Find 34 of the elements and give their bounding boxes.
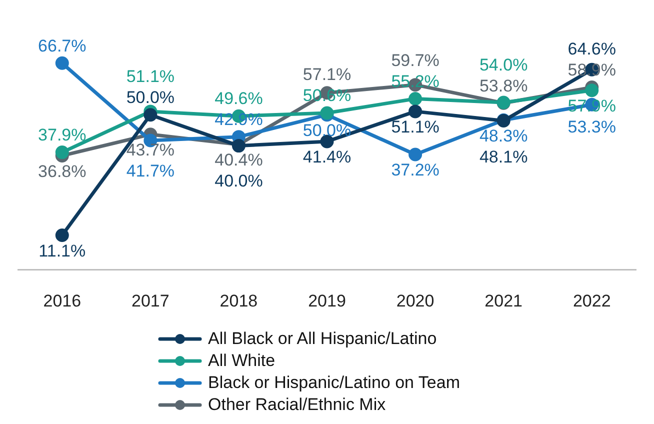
legend-label: All Black or All Hispanic/Latino bbox=[208, 329, 437, 349]
data-label: 50.0% bbox=[302, 121, 352, 140]
data-label: 53.8% bbox=[479, 76, 528, 96]
data-label: 51.1% bbox=[126, 67, 175, 86]
data-label: 53.3% bbox=[568, 118, 616, 137]
x-tick-label: 2016 bbox=[43, 291, 82, 310]
data-label: 64.6% bbox=[568, 39, 616, 58]
data-label: 41.4% bbox=[302, 148, 352, 167]
data-label: 36.8% bbox=[38, 162, 86, 181]
x-tick-label: 2018 bbox=[220, 291, 258, 310]
data-label: 41.7% bbox=[126, 162, 175, 181]
data-label: 11.1% bbox=[38, 241, 86, 260]
data-label: 37.9% bbox=[38, 125, 86, 144]
data-label: 49.6% bbox=[214, 89, 263, 108]
data-label: 66.7% bbox=[38, 36, 86, 56]
legend-label: All White bbox=[208, 351, 276, 371]
x-tick-label: 2017 bbox=[132, 291, 170, 310]
x-tick-label: 2021 bbox=[484, 291, 522, 310]
data-label: 59.7% bbox=[391, 50, 440, 70]
data-label: 40.0% bbox=[214, 172, 263, 191]
data-label: 37.2% bbox=[391, 160, 440, 180]
data-label: 57.1% bbox=[302, 65, 352, 84]
legend-label: Black or Hispanic/Latino on Team bbox=[208, 373, 460, 393]
data-label: 50.0% bbox=[126, 88, 175, 108]
x-tick-label: 2020 bbox=[396, 291, 434, 310]
data-label: 51.1% bbox=[391, 118, 440, 137]
data-label: 48.3% bbox=[479, 126, 528, 146]
data-label: 43.7% bbox=[126, 140, 175, 160]
data-label: 54.0% bbox=[479, 55, 528, 74]
legend-label: Other Racial/Ethnic Mix bbox=[208, 395, 386, 415]
data-label: 48.1% bbox=[479, 147, 528, 166]
x-tick-label: 2019 bbox=[308, 291, 346, 310]
data-label: 40.4% bbox=[214, 150, 263, 170]
x-tick-label: 2022 bbox=[572, 291, 611, 310]
